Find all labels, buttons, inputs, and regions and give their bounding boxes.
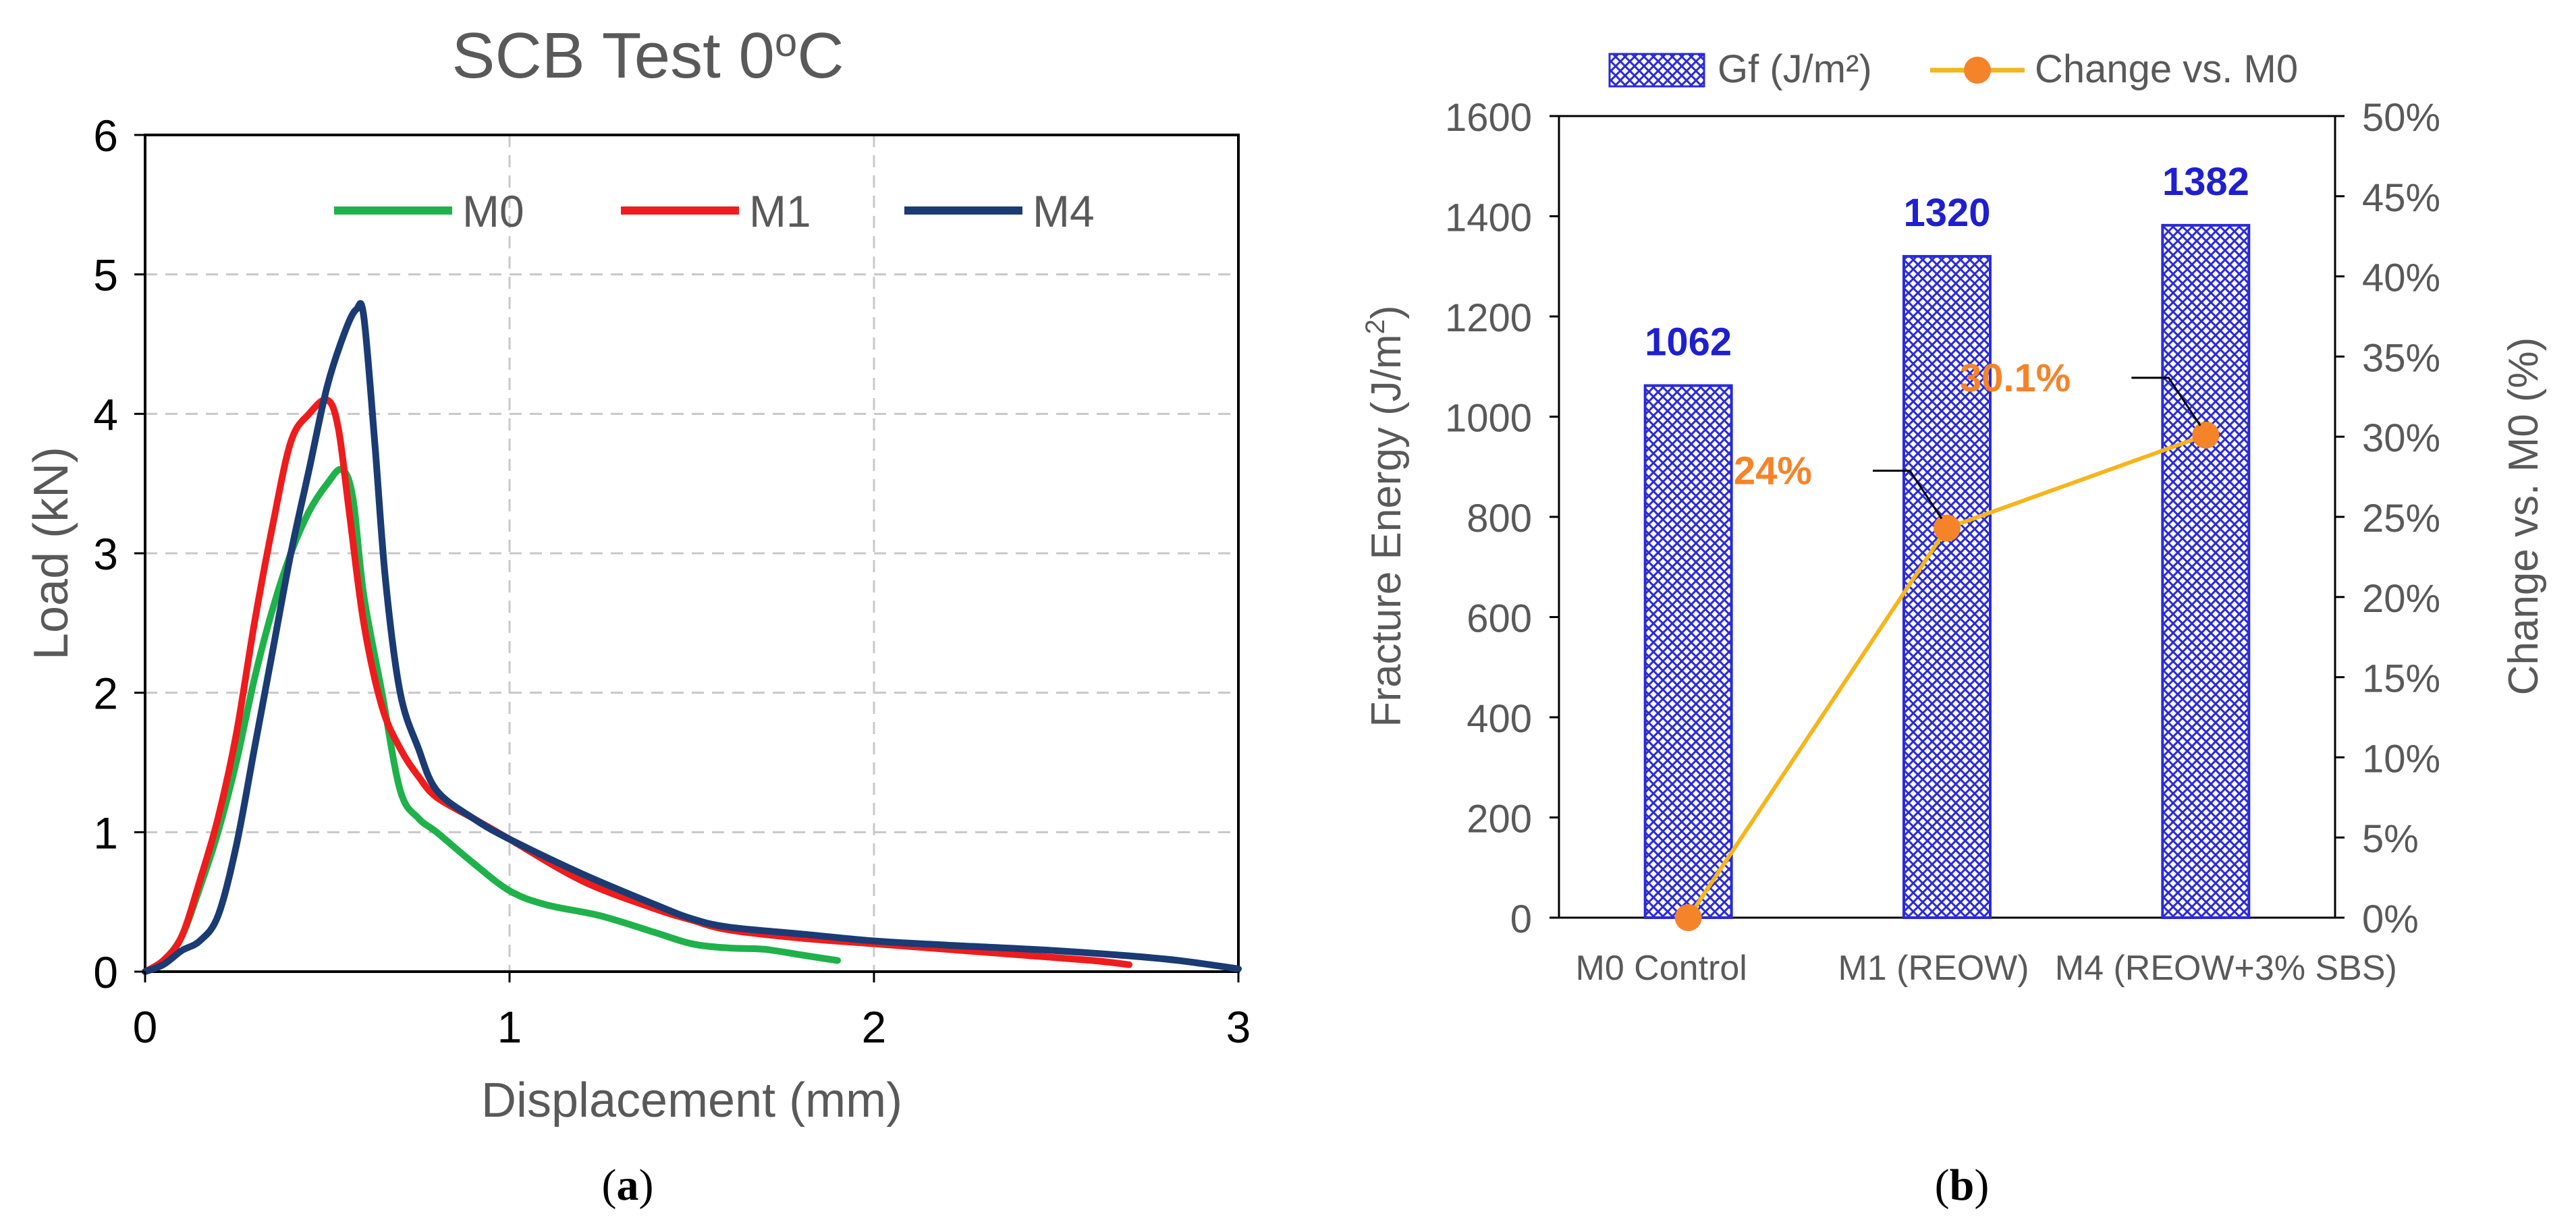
chart-a-title: SCB Test 0oC xyxy=(451,20,844,92)
chart-b-y2tick-label: 35% xyxy=(2362,336,2440,380)
chart-b-leader-line xyxy=(2131,377,2201,426)
chart-b-ticks: 0 200 400 600 800 1000 1200 1400 1600 0% 5% 10% 15% 2… xyxy=(1445,96,2440,988)
chart-a-xtick-label: 0 xyxy=(133,1002,158,1052)
chart-b-y2tick-label: 25% xyxy=(2362,497,2440,540)
chart-b-change-point xyxy=(1674,904,1702,931)
chart-a-title-main: SCB Test 0 xyxy=(451,20,774,92)
chart-a-ylabel: Load (kN) xyxy=(24,447,78,660)
chart-b-y2tick-label: 45% xyxy=(2362,176,2440,220)
chart-a-ytick-label: 4 xyxy=(93,389,118,439)
chart-b-y2tick-label: 20% xyxy=(2362,577,2440,621)
chart-a-ytick-label: 1 xyxy=(93,808,118,858)
chart-a-ytick-label: 3 xyxy=(93,529,118,579)
caption-a-letter: a xyxy=(617,1161,639,1210)
chart-b-ytick-label: 1000 xyxy=(1445,397,1532,441)
chart-b-bar-value-label: 1382 xyxy=(2162,160,2249,204)
chart-b-ylabel-suffix: ) xyxy=(1363,305,1410,319)
chart-b-bar-value-label: 1320 xyxy=(1903,191,1990,235)
chart-a-ytick-label: 5 xyxy=(93,250,118,300)
legend-label-change: Change vs. M0 xyxy=(2035,47,2298,91)
chart-b-category-label: M1 (REOW) xyxy=(1838,949,2029,988)
legend-label-m0: M0 xyxy=(462,186,524,236)
legend-label-m1: M1 xyxy=(749,186,811,236)
chart-b-y2tick-label: 30% xyxy=(2362,416,2440,460)
chart-b-ylabel-main: Fracture Energy (J/m xyxy=(1363,334,1410,727)
chart-b-y2tick-label: 10% xyxy=(2362,737,2440,781)
chart-b-leader-line xyxy=(1873,470,1943,520)
chart-b-y2tick-label: 40% xyxy=(2362,256,2440,300)
series-line-m4 xyxy=(142,300,1242,975)
chart-b-ytick-label: 200 xyxy=(1467,798,1532,841)
chart-b-category-label: M4 (REOW+3% SBS) xyxy=(2055,949,2397,988)
chart-b-ytick-label: 1600 xyxy=(1445,96,1532,140)
chart-a-series-group xyxy=(142,300,1242,975)
series-line-m0 xyxy=(142,466,841,975)
chart-b-y2tick-label: 0% xyxy=(2362,897,2419,941)
chart-b-change-value-label: 24% xyxy=(1734,449,1812,493)
chart-b-bars: 1062 1320 1382 xyxy=(1643,160,2251,919)
chart-a-title-suffix: C xyxy=(797,20,844,92)
chart-b-change-point xyxy=(2192,421,2220,449)
chart-a-title-superscript: o xyxy=(775,20,797,65)
chart-a-legend: M0 M1 M4 xyxy=(334,186,1095,236)
chart-b-change-point xyxy=(1934,514,1961,542)
caption-b: (b) xyxy=(1935,1161,1990,1210)
chart-a-ytick-label: 6 xyxy=(93,111,118,161)
chart-b-ytick-label: 0 xyxy=(1510,897,1532,941)
legend-swatch-gf xyxy=(1608,53,1705,88)
chart-b-bar xyxy=(1902,254,1992,919)
legend-label-m4: M4 xyxy=(1033,186,1095,236)
chart-b-ylabel: Fracture Energy (J/m2) xyxy=(1361,305,1410,727)
chart-b-y2tick-label: 50% xyxy=(2362,96,2440,140)
chart-a-gridlines xyxy=(145,135,1238,972)
chart-b-ytick-label: 800 xyxy=(1467,497,1532,540)
panel-a-line-chart: SCB Test 0oC 0 1 2 3 4 5 6 0 1 2 3 M0 M1 M4 Displace… xyxy=(24,20,1251,1128)
chart-b-ytick-label: 400 xyxy=(1467,697,1532,741)
chart-b-legend: Gf (J/m²) Change vs. M0 xyxy=(1608,47,2298,91)
chart-b-change-value-label: 30.1% xyxy=(1960,356,2071,400)
chart-b-ytick-label: 600 xyxy=(1467,597,1532,641)
chart-a-xlabel: Displacement (mm) xyxy=(481,1074,902,1128)
chart-a-ytick-label: 2 xyxy=(93,669,118,719)
chart-b-ylabel-superscript: 2 xyxy=(1361,319,1390,334)
chart-b-ytick-label: 1200 xyxy=(1445,296,1532,340)
chart-b-ytick-label: 1400 xyxy=(1445,196,1532,240)
chart-a-xtick-label: 3 xyxy=(1226,1002,1251,1052)
chart-b-y2label: Change vs. M0 (%) xyxy=(2500,337,2547,696)
chart-b-change-line: 24% 30.1% xyxy=(1674,356,2220,931)
chart-a-ticks: 0 1 2 3 4 5 6 0 1 2 3 xyxy=(93,111,1251,1052)
chart-b-y2tick-label: 5% xyxy=(2362,817,2419,861)
caption-b-letter: b xyxy=(1950,1161,1975,1210)
chart-a-xtick-label: 1 xyxy=(497,1002,522,1052)
chart-b-category-label: M0 Control xyxy=(1576,949,1747,988)
chart-a-xtick-label: 2 xyxy=(862,1002,887,1052)
chart-a-ytick-label: 0 xyxy=(93,947,118,997)
chart-b-y2tick-label: 15% xyxy=(2362,657,2440,701)
chart-b-bar xyxy=(1643,384,1733,919)
legend-swatch-change-marker xyxy=(1964,57,1991,84)
panel-b-combo-chart: Gf (J/m²) Change vs. M0 1062 1320 1382 24% 3… xyxy=(1361,47,2547,988)
series-line-m1 xyxy=(142,396,1132,975)
caption-a: (a) xyxy=(602,1161,654,1210)
chart-b-bar-value-label: 1062 xyxy=(1645,320,1732,364)
chart-b-bar xyxy=(2161,223,2251,919)
legend-label-gf: Gf (J/m²) xyxy=(1718,47,1872,91)
